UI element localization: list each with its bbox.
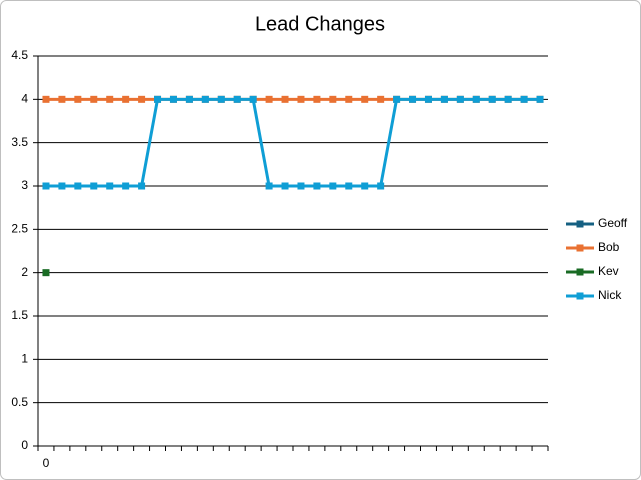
marker [58,95,66,103]
y-tick-label: 0 [21,438,28,452]
marker [217,95,225,103]
legend-marker [576,244,584,252]
marker [345,182,353,190]
marker [265,182,273,190]
y-tick-label: 4.5 [11,48,28,62]
marker [329,182,337,190]
marker [361,182,369,190]
marker [536,95,544,103]
marker [297,95,305,103]
marker [345,95,353,103]
marker [281,182,289,190]
marker [74,95,82,103]
y-tick-label: 3.5 [11,135,28,149]
marker [138,95,146,103]
marker [377,95,385,103]
y-tick-label: 3 [21,178,28,192]
marker [74,182,82,190]
legend-marker [576,220,584,228]
marker [185,95,193,103]
legend-marker [576,292,584,300]
marker [424,95,432,103]
marker [409,95,417,103]
marker [393,95,401,103]
marker [313,95,321,103]
marker [106,182,114,190]
marker [504,95,512,103]
chart-title: Lead Changes [255,13,385,35]
legend-label: Kev [598,264,619,278]
marker [249,95,257,103]
marker [169,95,177,103]
marker [42,95,50,103]
marker [58,182,66,190]
marker [233,95,241,103]
legend-label: Bob [598,240,620,254]
y-tick-label: 4 [21,92,28,106]
marker [122,95,130,103]
marker [90,182,98,190]
marker [329,95,337,103]
marker [520,95,528,103]
marker [138,182,146,190]
marker [440,95,448,103]
legend-label: Nick [598,288,622,302]
marker [377,182,385,190]
marker [90,95,98,103]
marker [281,95,289,103]
marker [42,269,50,277]
marker [456,95,464,103]
marker [488,95,496,103]
marker [265,95,273,103]
marker [42,182,50,190]
x-tick-label: 0 [43,456,50,470]
y-tick-label: 0.5 [11,395,28,409]
marker [472,95,480,103]
y-tick-label: 1 [21,352,28,366]
marker [154,95,162,103]
legend-label: Geoff [598,216,628,230]
marker [297,182,305,190]
marker [106,95,114,103]
marker [313,182,321,190]
y-tick-label: 2.5 [11,222,28,236]
y-tick-label: 2 [21,265,28,279]
marker [361,95,369,103]
marker [201,95,209,103]
marker [122,182,130,190]
y-tick-label: 1.5 [11,308,28,322]
legend-marker [576,268,584,276]
